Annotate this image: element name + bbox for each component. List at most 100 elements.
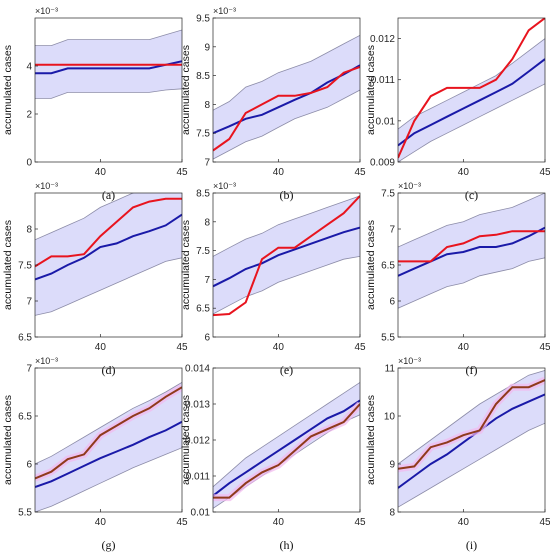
axes-frame [397, 17, 546, 163]
x-tick-label: 45 [354, 167, 366, 178]
confidence-band [213, 35, 360, 160]
y-tick-label: 0.014 [185, 364, 210, 375]
band-lower-edge [35, 257, 182, 316]
panel-caption: (h) [280, 538, 294, 552]
x-tick-label: 40 [458, 342, 470, 353]
band-upper-edge [213, 382, 360, 488]
x-tick-label: 45 [539, 517, 550, 528]
plot-area [35, 29, 182, 99]
y-tick-label: 6 [26, 460, 32, 471]
confidence-band [398, 370, 545, 508]
model-series-line [398, 226, 545, 277]
y-axis-label: accumulated cases [365, 220, 377, 310]
y-exponent-label: ×10⁻³ [213, 6, 236, 16]
y-axis-label: accumulated cases [180, 220, 192, 310]
y-tick-label: 6.5 [196, 304, 210, 315]
x-tick-label: 40 [273, 342, 285, 353]
y-tick-label: 5.5 [381, 333, 395, 344]
y-axis-label: accumulated cases [365, 395, 377, 485]
observed-series-line [35, 197, 182, 268]
y-axis-label: accumulated cases [180, 45, 192, 135]
y-tick-label: 8 [204, 100, 210, 111]
band-lower-edge [398, 83, 545, 162]
panel-caption: (d) [102, 363, 116, 377]
plot-area [35, 382, 182, 512]
x-tick-label: 45 [539, 167, 550, 178]
plot-area [213, 195, 360, 317]
band-upper-edge [35, 29, 182, 46]
x-tick-label: 40 [458, 517, 470, 528]
observed-series-line [213, 403, 360, 499]
y-axis-label: accumulated cases [180, 395, 192, 485]
axes-frame [397, 367, 546, 513]
y-tick-label: 0.011 [371, 75, 396, 86]
y-tick-label: 9.5 [196, 14, 210, 25]
confidence-band [35, 193, 182, 316]
panel-h: 40 45 0.01 0.011 0.012 0.013 0.014 accumulated … [180, 364, 366, 553]
confidence-band [398, 193, 545, 309]
plot-area [398, 18, 545, 162]
x-tick-label: 45 [354, 342, 366, 353]
y-tick-label: 0 [26, 158, 32, 169]
x-tick-label: 45 [176, 167, 188, 178]
y-exponent-label: ×10⁻³ [35, 356, 58, 366]
y-tick-label: 7 [204, 275, 210, 286]
observed-series-line [213, 195, 360, 317]
y-tick-label: 6 [389, 297, 395, 308]
y-tick-label: 9 [389, 460, 395, 471]
y-tick-label: 0.011 [186, 472, 211, 483]
panel-caption: (b) [280, 188, 294, 202]
y-tick-label: 8 [26, 225, 32, 236]
y-axis-label: accumulated cases [2, 395, 14, 485]
y-tick-label: 7 [26, 364, 32, 375]
panel-caption: (i) [466, 538, 477, 552]
x-tick-label: 40 [95, 517, 107, 528]
model-series-line [213, 399, 360, 497]
confidence-band [35, 382, 182, 512]
model-series-line [35, 60, 182, 75]
x-tick-label: 40 [95, 167, 107, 178]
band-upper-edge [35, 382, 182, 465]
y-tick-label: 8 [389, 508, 395, 519]
axes-frame [34, 17, 183, 163]
panel-g: 40 45 5.5 6 6.5 7×10⁻³ accumulated cases (g) [2, 356, 188, 552]
band-upper-edge [398, 193, 545, 248]
band-lower-edge [35, 447, 182, 512]
y-tick-label: 0.012 [370, 34, 395, 45]
y-tick-label: 6.5 [18, 333, 32, 344]
y-exponent-label: ×10⁻³ [35, 181, 58, 191]
band-lower-edge [398, 257, 545, 309]
band-upper-edge [35, 193, 134, 241]
band-lower-edge [398, 422, 545, 508]
axes-frame [34, 367, 183, 513]
panel-caption: (c) [465, 188, 478, 202]
model-series-line [213, 64, 360, 135]
x-tick-label: 45 [539, 342, 550, 353]
y-exponent-label: ×10⁻³ [398, 356, 421, 366]
panel-e: 40 45 6 6.5 7 7.5 8 8.5×10⁻³ accumulated cases (e… [180, 181, 366, 377]
x-tick-label: 40 [273, 517, 285, 528]
y-tick-label: 6.5 [18, 412, 32, 423]
observed-series-line [398, 18, 545, 159]
observed-series-line [398, 379, 545, 470]
y-tick-label: 10 [384, 412, 396, 423]
y-tick-label: 7.5 [196, 129, 210, 140]
y-axis-label: accumulated cases [2, 45, 14, 135]
y-exponent-label: ×10⁻³ [213, 181, 236, 191]
panel-caption: (e) [280, 363, 293, 377]
plot-area [213, 382, 360, 509]
y-tick-label: 0.01 [191, 508, 211, 519]
y-tick-label: 6.5 [381, 261, 395, 272]
x-tick-label: 45 [354, 517, 366, 528]
panel-i: 40 45 8 9 10 11×10⁻³ accumulated cases (i) [365, 356, 550, 552]
model-series-line [35, 213, 182, 281]
axes-frame [212, 17, 361, 163]
observed-series-line [213, 66, 360, 152]
observed-series-line [398, 230, 545, 263]
y-axis-label: accumulated cases [2, 220, 14, 310]
panel-caption: (f) [466, 363, 478, 377]
x-tick-label: 45 [176, 342, 188, 353]
x-tick-label: 45 [176, 517, 188, 528]
